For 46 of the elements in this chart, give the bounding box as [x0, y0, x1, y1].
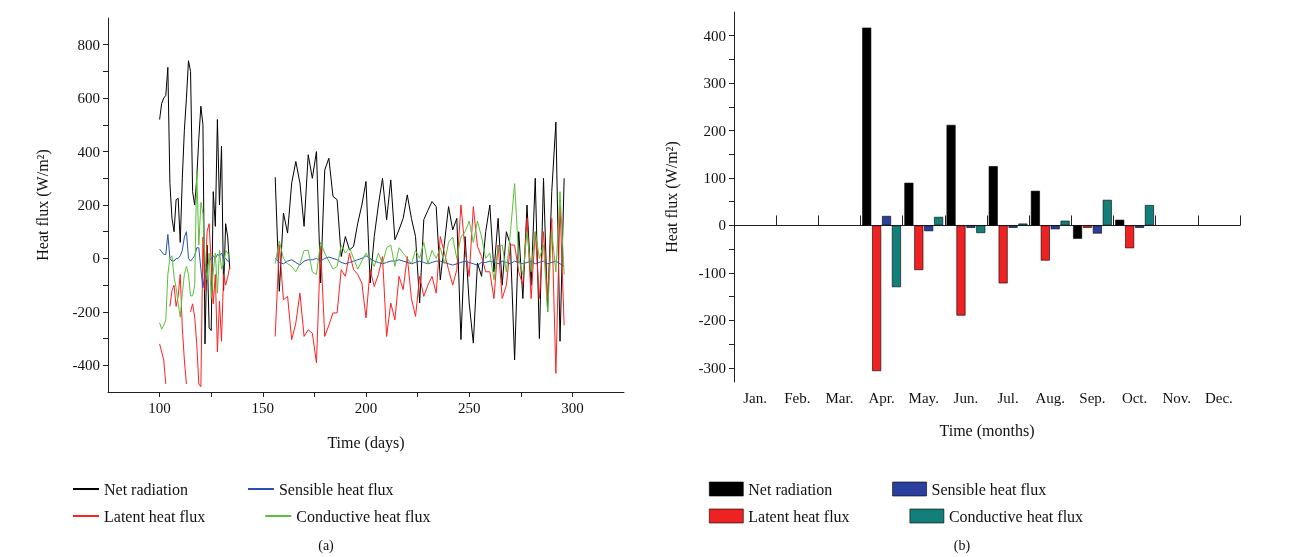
x-tick-label: 200	[354, 399, 378, 416]
y-tick-label: 800	[77, 36, 100, 53]
y-tick-label: -200	[698, 312, 726, 329]
x-tick-label: 250	[457, 399, 481, 416]
legend-label: Net radiation	[748, 480, 833, 498]
text: (b)	[953, 537, 971, 554]
x-tick-label: Mar.	[825, 389, 854, 406]
x-tick-label: 150	[251, 399, 275, 416]
x-tick-label: Jul.	[997, 389, 1019, 406]
text: (a)	[318, 537, 335, 554]
legend-label: Sensible heat flux	[278, 480, 394, 498]
x-tick-label: Nov.	[1162, 389, 1192, 406]
x-axis-title: Time (months)	[939, 421, 1035, 440]
x-tick-label: Dec.	[1204, 389, 1233, 406]
x-tick-label: Apr.	[868, 389, 895, 406]
y-tick-label: 600	[77, 90, 100, 107]
y-tick-label: 400	[77, 143, 100, 160]
x-tick-label: May.	[908, 389, 939, 406]
y-axis-title: Heat flux (W/m²)	[33, 149, 52, 261]
legend-label: Latent heat flux	[104, 507, 206, 525]
x-tick-label: Sep.	[1079, 389, 1106, 406]
x-tick-label: Oct.	[1121, 389, 1148, 406]
x-tick-label: Jan.	[743, 389, 767, 406]
x-tick-label: Jun.	[953, 389, 979, 406]
y-tick-label: 400	[703, 27, 726, 44]
y-tick-label: -100	[698, 264, 726, 281]
x-tick-label: Aug.	[1035, 389, 1066, 406]
y-tick-label: 100	[703, 170, 726, 187]
y-tick-label: -200	[72, 303, 100, 320]
y-tick-label: 0	[718, 217, 726, 234]
legend-label: Net radiation	[104, 480, 188, 498]
y-tick-label: 0	[92, 250, 100, 267]
legend-label: Conductive heat flux	[296, 507, 431, 525]
y-tick-label: 200	[703, 122, 726, 139]
legend-label: Conductive heat flux	[948, 507, 1084, 525]
legend-label: Sensible heat flux	[931, 480, 1047, 498]
y-tick-label: 200	[77, 197, 100, 213]
y-tick-label: -400	[72, 357, 100, 374]
x-axis-title: Time (days)	[327, 433, 405, 452]
y-tick-label: -300	[698, 359, 726, 376]
y-axis-title: Heat flux (W/m²)	[662, 141, 681, 253]
x-tick-label: 100	[148, 399, 171, 416]
y-tick-label: 300	[703, 75, 726, 92]
x-tick-label: Feb.	[784, 389, 811, 406]
legend-label: Latent heat flux	[748, 507, 850, 525]
x-tick-label: 300	[561, 399, 584, 416]
